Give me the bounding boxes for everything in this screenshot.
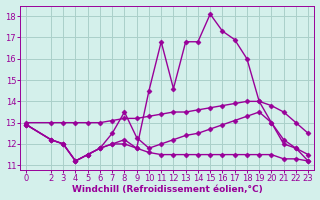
X-axis label: Windchill (Refroidissement éolien,°C): Windchill (Refroidissement éolien,°C) [72,185,263,194]
